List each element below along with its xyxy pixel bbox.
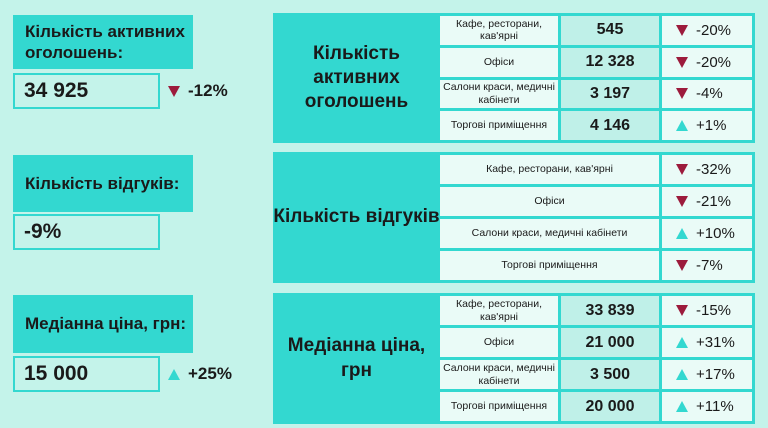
row-change: +10% bbox=[662, 219, 752, 248]
down-triangle-icon bbox=[676, 305, 688, 316]
listings-value: 34 925 bbox=[13, 73, 160, 109]
price-value: 15 000 bbox=[13, 356, 160, 392]
price-panel-rows: Кафе, ресторани, кав'ярні 33 839 -15% Офіси… bbox=[440, 296, 752, 421]
listings-label: Кількість активних оголошень: bbox=[13, 15, 193, 69]
row-change-text: +31% bbox=[696, 334, 735, 351]
row-label: Кафе, ресторани, кав'ярні bbox=[440, 16, 558, 45]
row-change-text: +10% bbox=[696, 225, 735, 242]
row-change-text: -4% bbox=[696, 85, 723, 103]
row-change: +1% bbox=[662, 111, 752, 140]
responses-panel-rows: Кафе, ресторани, кав'ярні -32% Офіси -21% Са… bbox=[440, 155, 752, 280]
table-row: Кафе, ресторани, кав'ярні -32% bbox=[440, 155, 752, 184]
table-row: Офіси 12 328 -20% bbox=[440, 47, 752, 77]
up-triangle-icon bbox=[676, 337, 688, 348]
row-label: Торгові приміщення bbox=[440, 111, 558, 140]
row-change: -20% bbox=[662, 47, 752, 77]
responses-value: -9% bbox=[13, 214, 160, 250]
table-row: Офіси 21 000 +31% bbox=[440, 328, 752, 357]
up-triangle-icon bbox=[676, 120, 688, 132]
row-change-text: -7% bbox=[696, 257, 723, 274]
row-value: 33 839 bbox=[561, 296, 659, 325]
row-value: 4 146 bbox=[561, 111, 659, 140]
row-change-text: +11% bbox=[696, 398, 734, 415]
row-label: Кафе, ресторани, кав'ярні bbox=[440, 155, 659, 184]
down-triangle-icon bbox=[676, 196, 688, 207]
row-change: -32% bbox=[662, 155, 752, 184]
table-row: Торгові приміщення 4 146 +1% bbox=[440, 111, 752, 140]
down-triangle-icon bbox=[676, 24, 688, 36]
responses-panel: Кількість відгуків Кафе, ресторани, кав'… bbox=[273, 152, 755, 283]
row-change: -20% bbox=[662, 16, 752, 45]
listings-panel-title: Кількість активних оголошень bbox=[304, 42, 409, 113]
price-panel: Медіанна ціна, грн Кафе, ресторани, кав'… bbox=[273, 293, 755, 424]
down-triangle-icon bbox=[676, 56, 688, 68]
row-label: Салони краси, медичні кабінети bbox=[440, 219, 659, 248]
table-row: Салони краси, медичні кабінети 3 500 +17% bbox=[440, 360, 752, 389]
row-change-text: -20% bbox=[696, 53, 732, 71]
listings-panel-rows: Кафе, ресторани, кав'ярні 545 -20% Офіси 12 … bbox=[440, 16, 752, 140]
down-triangle-icon bbox=[676, 88, 688, 100]
responses-label: Кількість відгуків: bbox=[13, 155, 193, 212]
table-row: Кафе, ресторани, кав'ярні 545 -20% bbox=[440, 16, 752, 45]
row-change-text: +17% bbox=[696, 366, 735, 383]
row-value: 3 197 bbox=[561, 79, 659, 109]
responses-panel-title: Кількість відгуків bbox=[273, 206, 440, 228]
row-label: Торгові приміщення bbox=[440, 251, 659, 280]
row-value: 21 000 bbox=[561, 328, 659, 357]
row-change-text: -15% bbox=[696, 302, 732, 319]
up-triangle-icon bbox=[168, 368, 180, 380]
table-row: Офіси -21% bbox=[440, 187, 752, 216]
row-value: 545 bbox=[561, 16, 659, 45]
down-triangle-icon bbox=[676, 164, 688, 175]
up-triangle-icon bbox=[676, 369, 688, 380]
row-change: -7% bbox=[662, 251, 752, 280]
row-value: 3 500 bbox=[561, 360, 659, 389]
row-change-text: -20% bbox=[696, 21, 732, 39]
up-triangle-icon bbox=[676, 401, 688, 412]
down-triangle-icon bbox=[168, 85, 180, 97]
row-label: Торгові приміщення bbox=[440, 392, 558, 421]
table-row: Торгові приміщення -7% bbox=[440, 251, 752, 280]
row-label: Офіси bbox=[440, 328, 558, 357]
row-label: Салони краси, медичні кабінети bbox=[440, 79, 558, 109]
table-row: Салони краси, медичні кабінети +10% bbox=[440, 219, 752, 248]
price-change: +25% bbox=[168, 356, 248, 392]
up-triangle-icon bbox=[676, 228, 688, 239]
row-label: Салони краси, медичні кабінети bbox=[440, 360, 558, 389]
row-change: -15% bbox=[662, 296, 752, 325]
row-change: +17% bbox=[662, 360, 752, 389]
row-change-text: -21% bbox=[696, 193, 732, 210]
row-label: Офіси bbox=[440, 187, 659, 216]
row-change: +31% bbox=[662, 328, 752, 357]
row-change: +11% bbox=[662, 392, 752, 421]
listings-panel: Кількість активних оголошень Кафе, ресто… bbox=[273, 13, 755, 143]
row-change: -21% bbox=[662, 187, 752, 216]
row-label: Кафе, ресторани, кав'ярні bbox=[440, 296, 558, 325]
row-change: -4% bbox=[662, 79, 752, 109]
price-panel-title: Медіанна ціна, грн bbox=[287, 335, 426, 381]
row-change-text: +1% bbox=[696, 117, 727, 135]
row-value: 12 328 bbox=[561, 47, 659, 77]
row-value: 20 000 bbox=[561, 392, 659, 421]
listings-change: -12% bbox=[168, 73, 248, 109]
table-row: Кафе, ресторани, кав'ярні 33 839 -15% bbox=[440, 296, 752, 325]
table-row: Торгові приміщення 20 000 +11% bbox=[440, 392, 752, 421]
down-triangle-icon bbox=[676, 260, 688, 271]
row-change-text: -32% bbox=[696, 161, 732, 178]
table-row: Салони краси, медичні кабінети 3 197 -4% bbox=[440, 79, 752, 109]
row-label: Офіси bbox=[440, 47, 558, 77]
price-label: Медіанна ціна, грн: bbox=[13, 295, 193, 353]
